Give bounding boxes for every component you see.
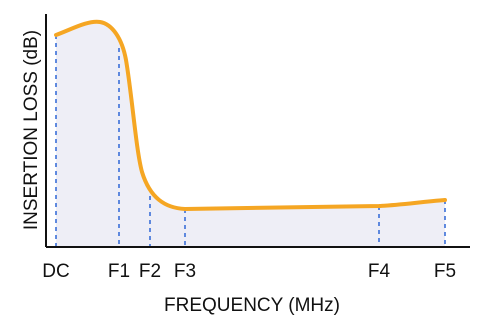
tick-label-f4: F4 [368,261,391,282]
tick-label-f2: F2 [139,261,161,282]
area-under-curve [56,21,445,248]
frequency-markers [55,35,446,247]
y-axis-title: INSERTION LOSS (dB) [21,30,42,230]
tick-label-f5: F5 [434,261,456,282]
tick-label-f1: F1 [108,261,130,282]
tick-label-dc: DC [42,261,69,282]
x-axis-title: FREQUENCY (MHz) [164,295,340,316]
tick-label-f3: F3 [174,261,196,282]
x-tick-labels: DC F1 F2 F3 F4 F5 [42,261,456,282]
insertion-loss-curve [54,19,447,212]
